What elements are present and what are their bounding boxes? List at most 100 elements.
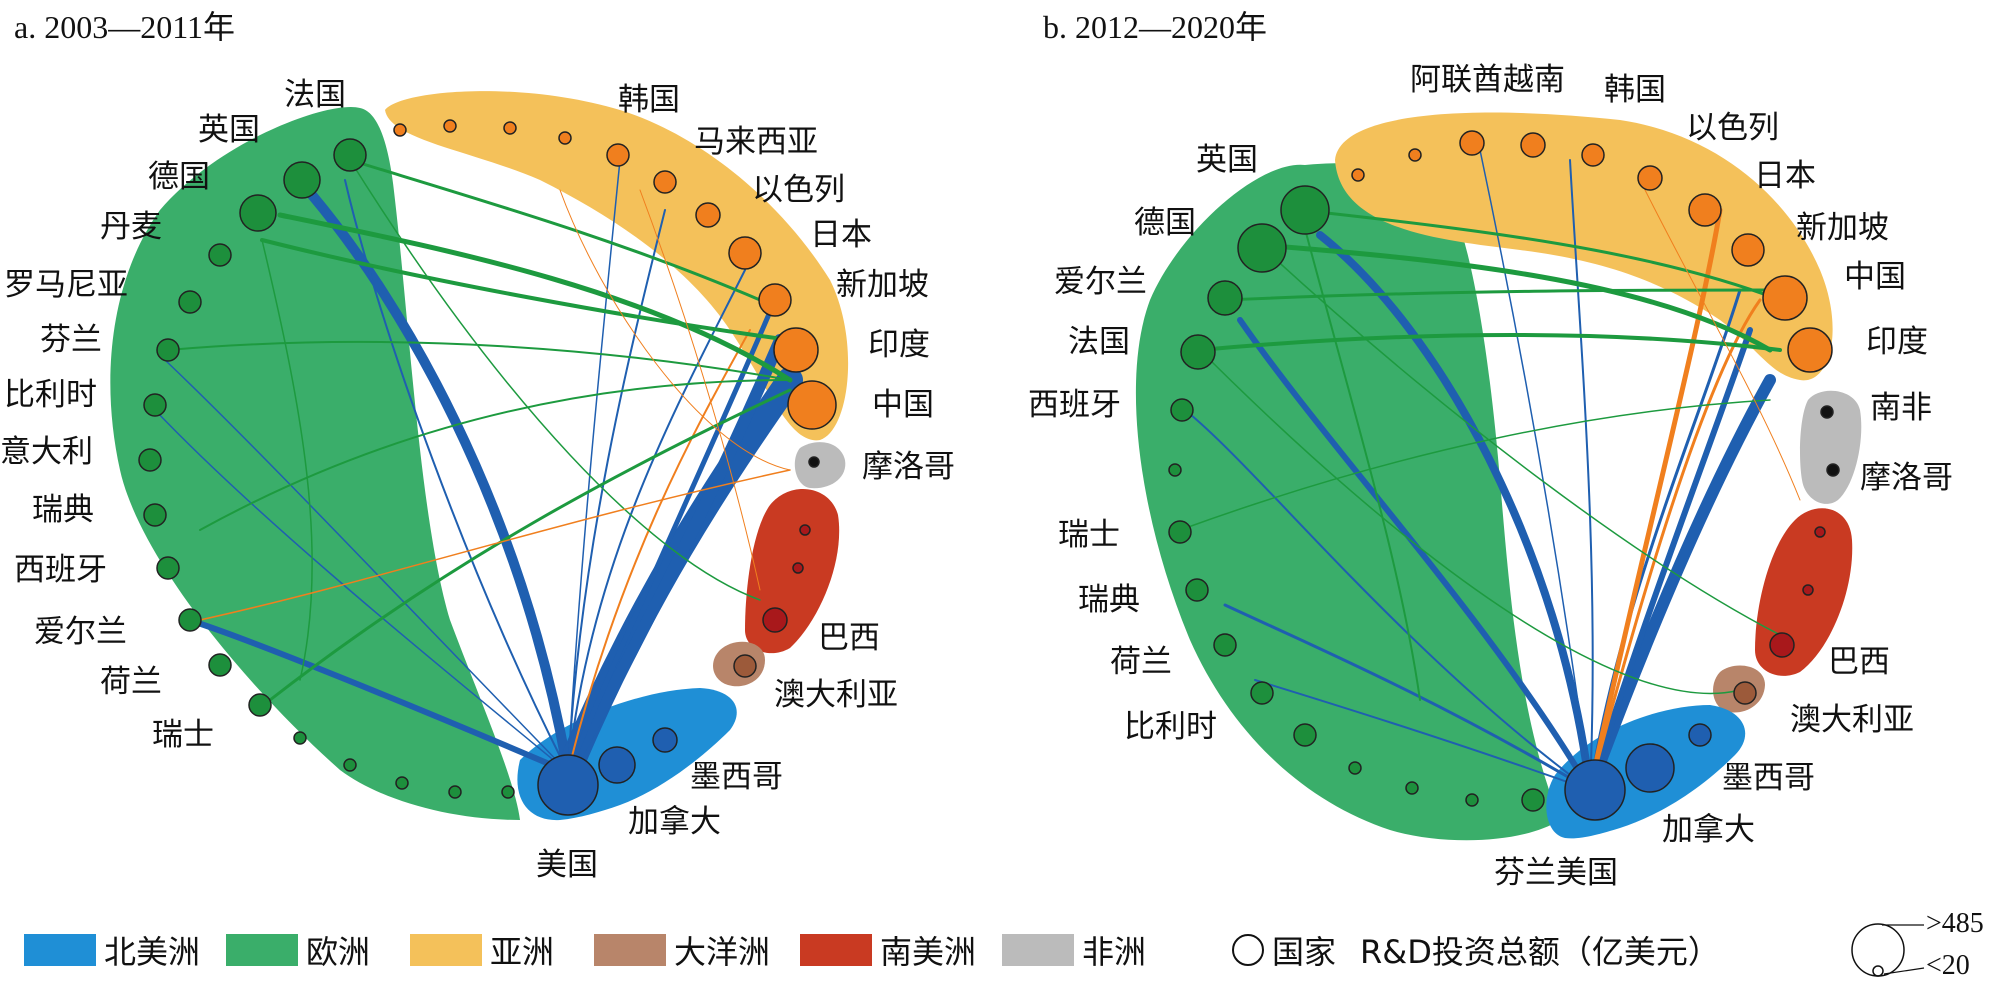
label-cn-a: 中国 [872, 387, 934, 423]
node-as6-b [1351, 168, 1365, 182]
node-eu8-b [1348, 761, 1362, 775]
node-se-a [143, 503, 167, 527]
africa-region-a [794, 442, 846, 489]
node-au-a [733, 654, 757, 678]
labels-b: 阿联酋 越南 韩国 以色列 日本 新加坡 中国 印度 南非 摩洛哥 巴西 澳大利… [1028, 62, 1953, 891]
node-ca-a [598, 746, 636, 784]
label-se-b: 瑞典 [1078, 582, 1140, 618]
label-vn-b: 越南 [1503, 62, 1565, 98]
node-fi-a [156, 338, 180, 362]
label-ca-b: 加拿大 [1662, 812, 1755, 848]
node-se-b [1185, 578, 1209, 602]
label-be-b: 比利时 [1124, 709, 1217, 745]
label-ae-b: 阿联酋 [1410, 62, 1503, 98]
node-eu4-a [448, 785, 462, 799]
node-ro-a [178, 290, 202, 314]
node-de-b [1237, 223, 1287, 273]
node-us-a [537, 754, 599, 816]
node-sg-b [1731, 233, 1765, 267]
node-as4-a [393, 123, 407, 137]
node-ch-a [248, 693, 272, 717]
label-dk-a: 丹麦 [100, 209, 162, 245]
node-eu10-b [1465, 793, 1479, 807]
node-eu6-b [1168, 463, 1182, 477]
node-cn-a [787, 380, 837, 430]
node-uk-b [1280, 185, 1330, 235]
label-ch-b: 瑞士 [1058, 517, 1120, 553]
label-ma-a: 摩洛哥 [862, 449, 955, 485]
label-us-a: 美国 [536, 847, 598, 883]
label-ie-a: 爱尔兰 [34, 614, 127, 650]
size-legend-title: R&D投资总额（亿美元） [1360, 933, 1720, 971]
europe-region-a [110, 106, 521, 821]
node-br2-a [792, 562, 804, 574]
node-kr-a [606, 143, 630, 167]
label-kr-a: 韩国 [618, 82, 680, 118]
size-legend: >485 <20 [1832, 908, 2000, 981]
legend-label-oceania: 大洋洲 [674, 933, 771, 971]
label-in-b: 印度 [1866, 324, 1928, 360]
node-be-a [143, 393, 167, 417]
asia-region-b [1335, 112, 1833, 381]
label-be-a: 比利时 [4, 377, 97, 413]
node-sg-a [758, 283, 792, 317]
node-fr-a [333, 138, 367, 172]
node-jp-b [1688, 193, 1722, 227]
node-as5-b [1408, 148, 1422, 162]
legend-item-oceania: 大洋洲 [594, 930, 771, 971]
node-ca-b [1625, 743, 1675, 793]
node-fr-b [1180, 334, 1216, 370]
node-kr-b [1581, 143, 1605, 167]
label-za-b: 南非 [1870, 390, 1932, 426]
panel-a: 法国 英国 德国 丹麦 罗马尼亚 芬兰 比利时 意大利 瑞典 西班牙 爱尔兰 荷… [0, 77, 955, 883]
legend-swatch-south-america [800, 934, 872, 966]
label-de-b: 德国 [1134, 205, 1196, 241]
legend-swatch-europe [226, 934, 298, 966]
node-legend: 国家 R&D投资总额（亿美元） [1232, 930, 1720, 971]
links-a [154, 158, 803, 785]
nodes-a [138, 119, 837, 816]
label-nl-a: 荷兰 [100, 664, 162, 700]
label-mx-a: 墨西哥 [690, 759, 783, 795]
legend-item-africa: 非洲 [1002, 930, 1146, 971]
label-ch-a: 瑞士 [152, 717, 214, 753]
node-in-a [773, 327, 819, 373]
nodes-b [1168, 130, 1840, 821]
size-legend-min: <20 [1926, 950, 1970, 981]
node-eu9-b [1405, 781, 1419, 795]
node-as3-a [443, 119, 457, 133]
node-ie-a [178, 608, 202, 632]
label-au-a: 澳大利亚 [774, 677, 898, 713]
node-ae-b [1459, 130, 1485, 156]
node-eu5-a [501, 785, 515, 799]
label-br-a: 巴西 [818, 620, 880, 656]
node-il-a [695, 202, 721, 228]
node-eu2-a [343, 758, 357, 772]
label-fi-b: 芬兰 [1494, 855, 1556, 891]
node-as1-a [558, 131, 572, 145]
label-de-a: 德国 [148, 159, 210, 195]
legend-item-asia: 亚洲 [410, 930, 554, 971]
links-b [1179, 149, 1801, 796]
label-ro-a: 罗马尼亚 [4, 267, 128, 303]
node-fi-b [1521, 788, 1545, 812]
node-eu7-b [1293, 723, 1317, 747]
legend: 北美洲 欧洲 亚洲 大洋洲 南美洲 非洲 国家 R&D投资总额（亿美元） >48… [0, 908, 2000, 981]
label-fr-a: 法国 [284, 77, 346, 113]
legend-label-north-america: 北美洲 [104, 933, 201, 971]
node-in-b [1787, 327, 1833, 373]
node-es-b [1170, 398, 1194, 422]
label-mx-b: 墨西哥 [1722, 760, 1815, 796]
node-ma-a [808, 456, 820, 468]
node-legend-circle-icon [1232, 934, 1264, 966]
node-au-b [1733, 681, 1757, 705]
panel-a-title: a. 2003—2011年 [14, 9, 236, 45]
node-ch-b [1168, 520, 1192, 544]
label-br-b: 巴西 [1828, 644, 1890, 680]
node-br2-b [1802, 584, 1814, 596]
legend-item-south-america: 南美洲 [800, 930, 976, 971]
label-uk-b: 英国 [1196, 142, 1258, 178]
legend-swatch-asia [410, 934, 482, 966]
node-il-b [1637, 165, 1663, 191]
size-legend-max: >485 [1926, 908, 1984, 939]
